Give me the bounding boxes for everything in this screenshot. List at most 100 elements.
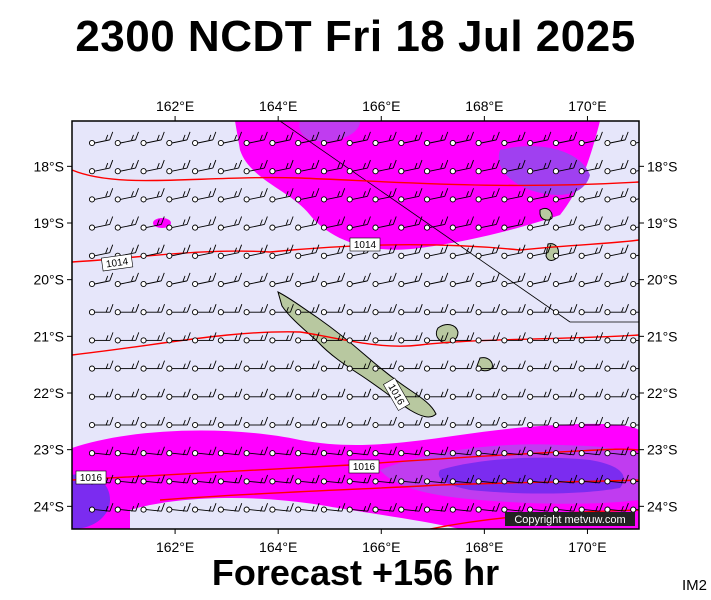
- wind-barb: [398, 244, 423, 259]
- wind-barb: [114, 474, 140, 485]
- rain-area-north-heavy: [498, 146, 590, 195]
- clear-pocket-south: [130, 498, 460, 529]
- wind-barb: [269, 216, 294, 231]
- wind-barb: [166, 216, 191, 231]
- wind-barb: [346, 272, 371, 288]
- wind-barb: [295, 159, 320, 175]
- wind-barb: [192, 503, 217, 513]
- wind-barb: [243, 446, 268, 457]
- lat-tick-label: 19°S: [647, 215, 678, 231]
- wind-barb: [372, 332, 397, 344]
- wind-barb: [527, 216, 552, 231]
- wind-barb: [243, 159, 268, 175]
- rain-band-south-west-heavy: [72, 473, 110, 529]
- wind-barb: [320, 416, 346, 429]
- wind-barb: [501, 474, 526, 485]
- wind-barb: [604, 388, 629, 400]
- wind-barb: [88, 332, 114, 344]
- wind-barb: [398, 474, 423, 485]
- wind-barb: [372, 188, 397, 203]
- wind-barb: [346, 360, 372, 372]
- wind-barb: [449, 388, 475, 400]
- wind-barb: [320, 216, 346, 231]
- wind-barb: [114, 332, 140, 344]
- wind-barb: [449, 304, 475, 316]
- wind-barb: [449, 131, 474, 147]
- lon-tick-label: 166°E: [362, 539, 400, 555]
- wind-barb: [88, 244, 114, 259]
- wind-barb: [140, 503, 165, 513]
- wind-barb: [604, 159, 629, 175]
- wind-barb: [372, 416, 397, 429]
- wind-barb: [88, 131, 114, 147]
- wind-barb: [140, 272, 165, 288]
- wind-barb: [88, 503, 114, 513]
- wind-barb: [346, 332, 372, 344]
- wind-barb: [527, 360, 552, 372]
- axis-tick-labels: 162°E 162°E 164°E 164°E 166°E 166°E 168°E 168°E…: [33, 98, 677, 555]
- wind-barb: [295, 416, 320, 429]
- wind-barb: [501, 272, 526, 288]
- wind-barb: [166, 360, 191, 372]
- wind-barb: [501, 159, 526, 175]
- wind-barb: [578, 159, 603, 175]
- wind-barb: [217, 272, 243, 288]
- wind-barb: [320, 332, 346, 344]
- isobar-line: [72, 239, 639, 263]
- wind-barb: [552, 416, 578, 429]
- wind-barb: [269, 304, 294, 316]
- wind-barb: [501, 446, 526, 457]
- wind-barb: [269, 188, 294, 203]
- wind-barb: [166, 304, 191, 316]
- wind-barb: [527, 244, 552, 259]
- lat-tick-label: 22°S: [33, 385, 64, 401]
- wind-barb: [320, 503, 346, 513]
- wind-barb: [88, 159, 114, 175]
- image-code: IM2: [681, 577, 707, 594]
- wind-barb: [88, 188, 114, 203]
- wind-barb: [269, 159, 294, 175]
- wind-barb: [578, 388, 604, 400]
- lat-tick-label: 18°S: [33, 158, 64, 174]
- wind-barb: [217, 332, 243, 344]
- lat-tick-label: 21°S: [647, 328, 678, 344]
- wind-barb: [166, 474, 191, 485]
- wind-barb: [423, 304, 449, 316]
- wind-barb: [552, 272, 578, 288]
- isobar-label-5: 1016: [75, 470, 107, 485]
- wind-barb: [449, 244, 474, 259]
- wind-barb: [449, 360, 475, 372]
- wind-barb: [346, 446, 372, 457]
- wind-barb: [372, 272, 397, 288]
- wind-barb: [604, 131, 629, 147]
- wind-barb: [346, 388, 372, 400]
- wind-barb: [552, 388, 578, 400]
- wind-barb: [114, 272, 139, 288]
- wind-barb: [423, 416, 449, 429]
- wind-barb: [243, 244, 268, 259]
- wind-barb: [346, 159, 371, 175]
- wind-barb: [269, 503, 294, 513]
- wind-barb: [192, 446, 217, 457]
- wind-barb: [423, 503, 449, 513]
- wind-barb: [449, 216, 474, 231]
- wind-barb: [166, 446, 191, 457]
- wind-barb: [475, 304, 501, 316]
- wind-barb: [578, 360, 604, 372]
- isobar-label-2: 1014: [100, 253, 134, 272]
- wind-barb: [320, 188, 346, 203]
- wind-barb: [295, 388, 320, 400]
- wind-barb: [88, 446, 114, 457]
- wind-barb: [501, 416, 526, 429]
- wind-barb: [217, 244, 243, 259]
- lat-tick-label: 18°S: [647, 158, 678, 174]
- wind-barb: [295, 332, 320, 344]
- wind-barb: [243, 272, 268, 288]
- wind-barb: [578, 416, 604, 429]
- wind-barb: [114, 360, 140, 372]
- wind-barb: [527, 416, 552, 429]
- wind-barb: [398, 272, 423, 288]
- wind-barb: [475, 503, 500, 513]
- wind-barb: [192, 332, 217, 344]
- wind-barb: [217, 416, 243, 429]
